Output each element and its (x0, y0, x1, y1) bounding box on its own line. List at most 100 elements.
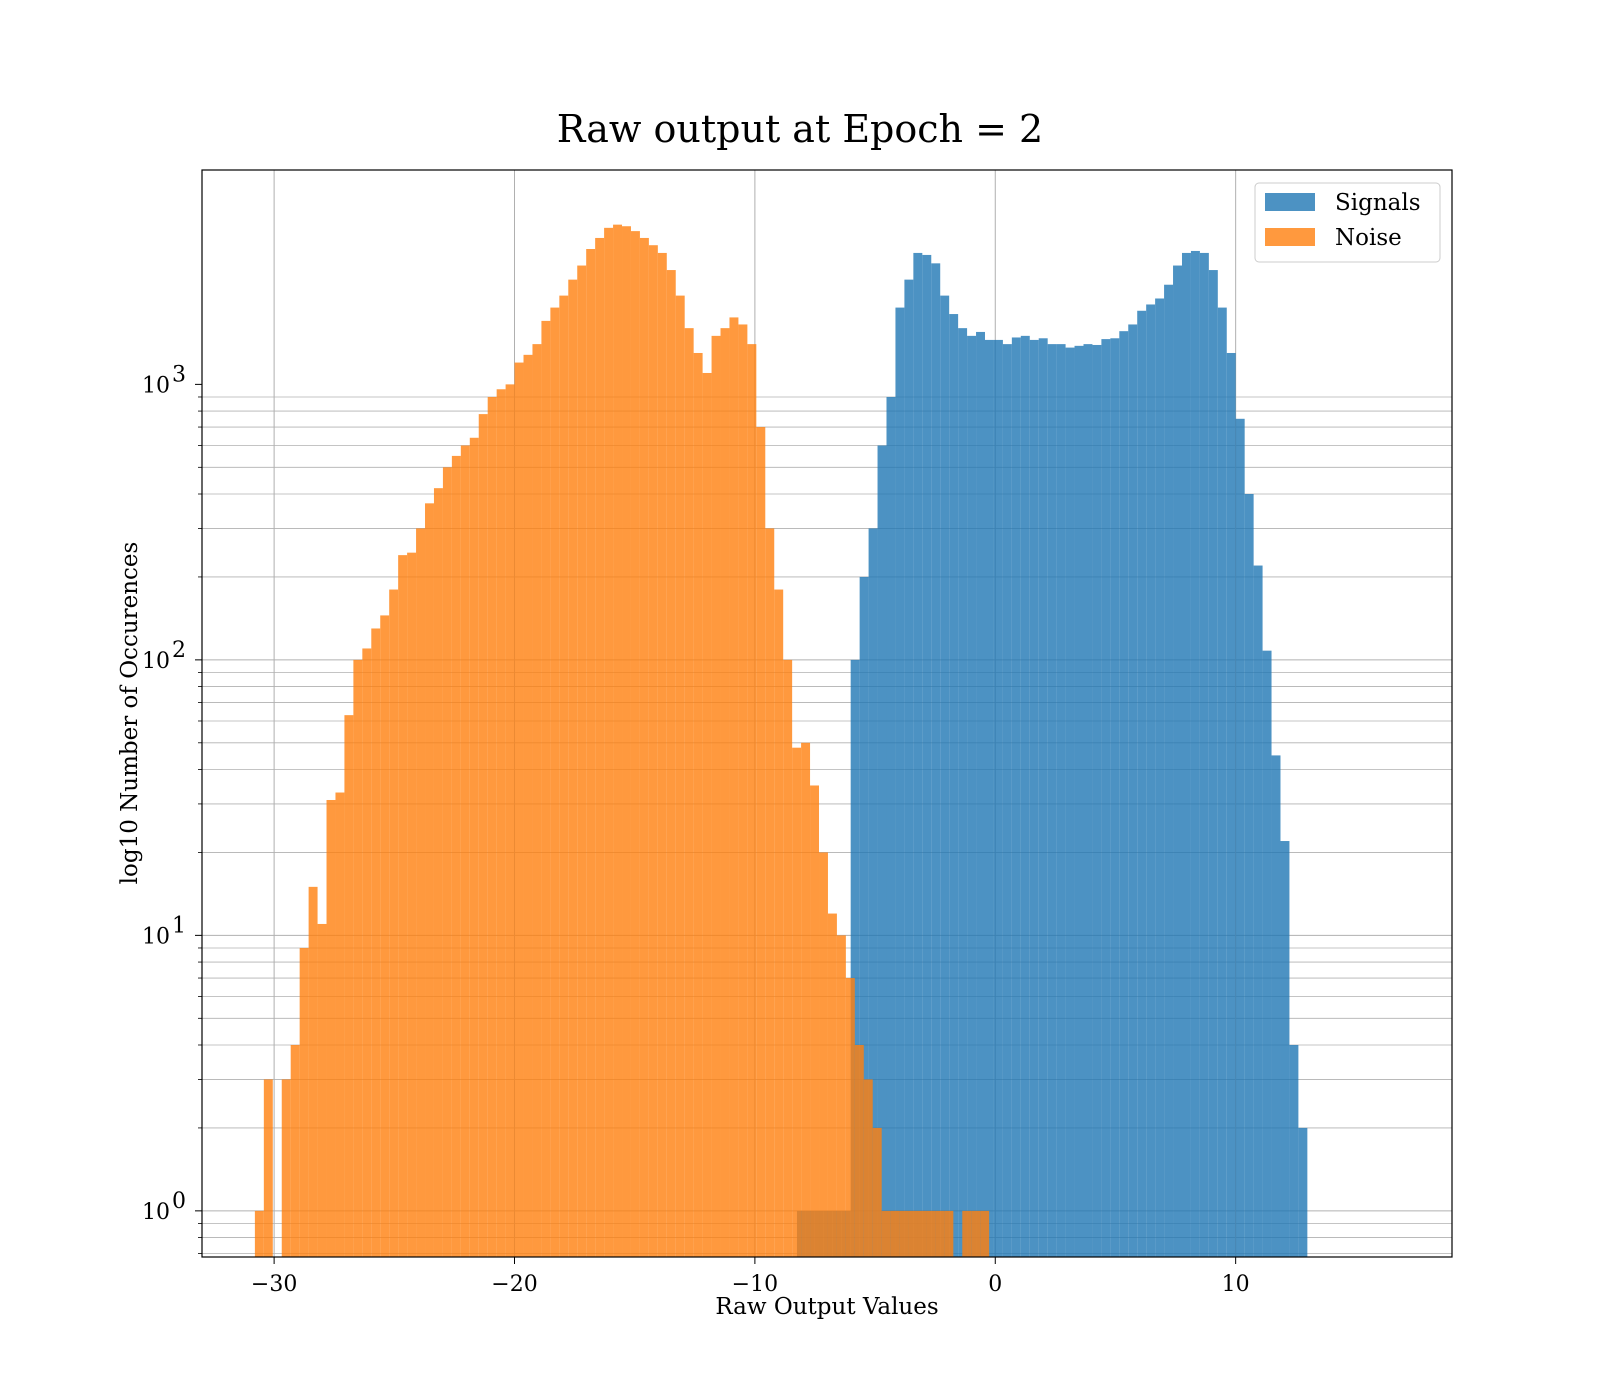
x-tick-label: 10 (1222, 1272, 1250, 1297)
bar-signals (1289, 1044, 1299, 1257)
bar-noise (433, 488, 443, 1257)
plot-frame (201, 169, 1453, 1258)
bar-noise (505, 384, 515, 1257)
bar-signals (1235, 418, 1245, 1258)
bar-signals (1056, 344, 1066, 1257)
bar-noise (460, 445, 470, 1258)
bar-noise (684, 328, 694, 1257)
bar-noise (729, 317, 739, 1257)
legend-swatch-noise (1265, 228, 1315, 246)
bar-signals (877, 445, 887, 1258)
bar-signals (1280, 841, 1290, 1257)
bar-signals (1244, 494, 1254, 1257)
bar-noise (451, 455, 461, 1258)
bar-noise (469, 437, 479, 1257)
bar-noise (630, 231, 640, 1258)
bar-signals (1199, 252, 1209, 1258)
bar-signals (1020, 335, 1030, 1258)
bar-noise (362, 648, 372, 1257)
bar-signals (868, 528, 878, 1257)
bar-noise (810, 785, 820, 1257)
bar-noise (344, 715, 354, 1257)
bar-noise (478, 414, 488, 1257)
bar-noise (586, 249, 596, 1258)
y-tick-label: 10 (142, 1200, 170, 1225)
x-axis-ticks: −30 −20 −10 0 10 (251, 1257, 1250, 1297)
bar-signals (1190, 250, 1200, 1258)
bar-noise (639, 237, 649, 1258)
bar-noise (899, 1210, 909, 1257)
bar-noise (577, 265, 587, 1257)
bar-signals (1128, 324, 1138, 1258)
bar-signals (1226, 352, 1236, 1257)
bar-signals (1253, 565, 1263, 1257)
bar-noise (792, 747, 802, 1257)
bar-noise (783, 659, 793, 1257)
bar-noise (765, 528, 775, 1257)
bar-signals (1011, 337, 1021, 1257)
bar-noise (935, 1210, 945, 1257)
bar-signals (967, 335, 977, 1258)
bar-noise (917, 1210, 927, 1257)
bar-signals (886, 396, 896, 1257)
y-axis-label: log10 Number of Occurences (117, 542, 143, 885)
bar-noise (541, 320, 551, 1257)
bar-signals (895, 307, 905, 1258)
bar-noise (622, 226, 631, 1258)
bar-signals (1038, 338, 1048, 1257)
bar-noise (720, 328, 730, 1257)
bar-signals (931, 263, 941, 1257)
bar-signals (1137, 310, 1147, 1257)
bar-signals (1208, 270, 1218, 1258)
bar-noise (290, 1044, 300, 1257)
bar-noise (827, 913, 837, 1257)
bar-noise (407, 552, 417, 1257)
bar-noise (523, 354, 533, 1257)
bar-signals (949, 314, 959, 1257)
bar-signals (1119, 331, 1129, 1257)
bar-signals (1271, 755, 1281, 1257)
bar-signals (1029, 339, 1039, 1258)
bar-noise (980, 1210, 990, 1257)
bar-signals (1155, 298, 1165, 1257)
bar-signals (1047, 344, 1057, 1257)
bar-noise (442, 467, 452, 1257)
bar-signals (850, 659, 860, 1257)
bar-signals (1092, 344, 1102, 1257)
bar-noise (353, 659, 363, 1257)
bar-noise (872, 1127, 882, 1257)
bar-noise (774, 589, 784, 1257)
bar-noise (819, 852, 828, 1257)
bar-noise (962, 1210, 972, 1257)
bar-noise (863, 1079, 873, 1257)
bar-noise (747, 344, 757, 1257)
bar-noise (657, 252, 667, 1258)
y-tick-exponent: 1 (172, 913, 186, 938)
bar-noise (702, 372, 712, 1257)
bar-noise (756, 427, 766, 1257)
bar-noise (613, 224, 623, 1258)
legend-swatch-signals (1265, 193, 1315, 211)
y-tick-label: 10 (142, 649, 170, 674)
legend: Signals Noise (1254, 182, 1441, 263)
legend-label-noise: Noise (1335, 225, 1402, 251)
bar-noise (666, 270, 676, 1258)
bar-noise (281, 1079, 291, 1257)
x-tick-label: −20 (491, 1272, 537, 1297)
bar-noise (389, 589, 399, 1257)
bar-noise (738, 324, 748, 1258)
y-tick-exponent: 3 (172, 362, 186, 387)
bar-noise (836, 935, 846, 1257)
bar-noise (604, 227, 614, 1257)
bar-signals (984, 339, 994, 1258)
bar-noise (693, 352, 703, 1257)
bar-signals (1217, 307, 1227, 1258)
bar-noise (971, 1210, 981, 1257)
bar-noise (254, 1210, 264, 1257)
bar-noise (263, 1079, 273, 1257)
bar-signals (859, 576, 869, 1257)
bar-signals (1173, 265, 1182, 1257)
x-tick-label: 0 (988, 1272, 1002, 1297)
bar-noise (514, 362, 524, 1257)
